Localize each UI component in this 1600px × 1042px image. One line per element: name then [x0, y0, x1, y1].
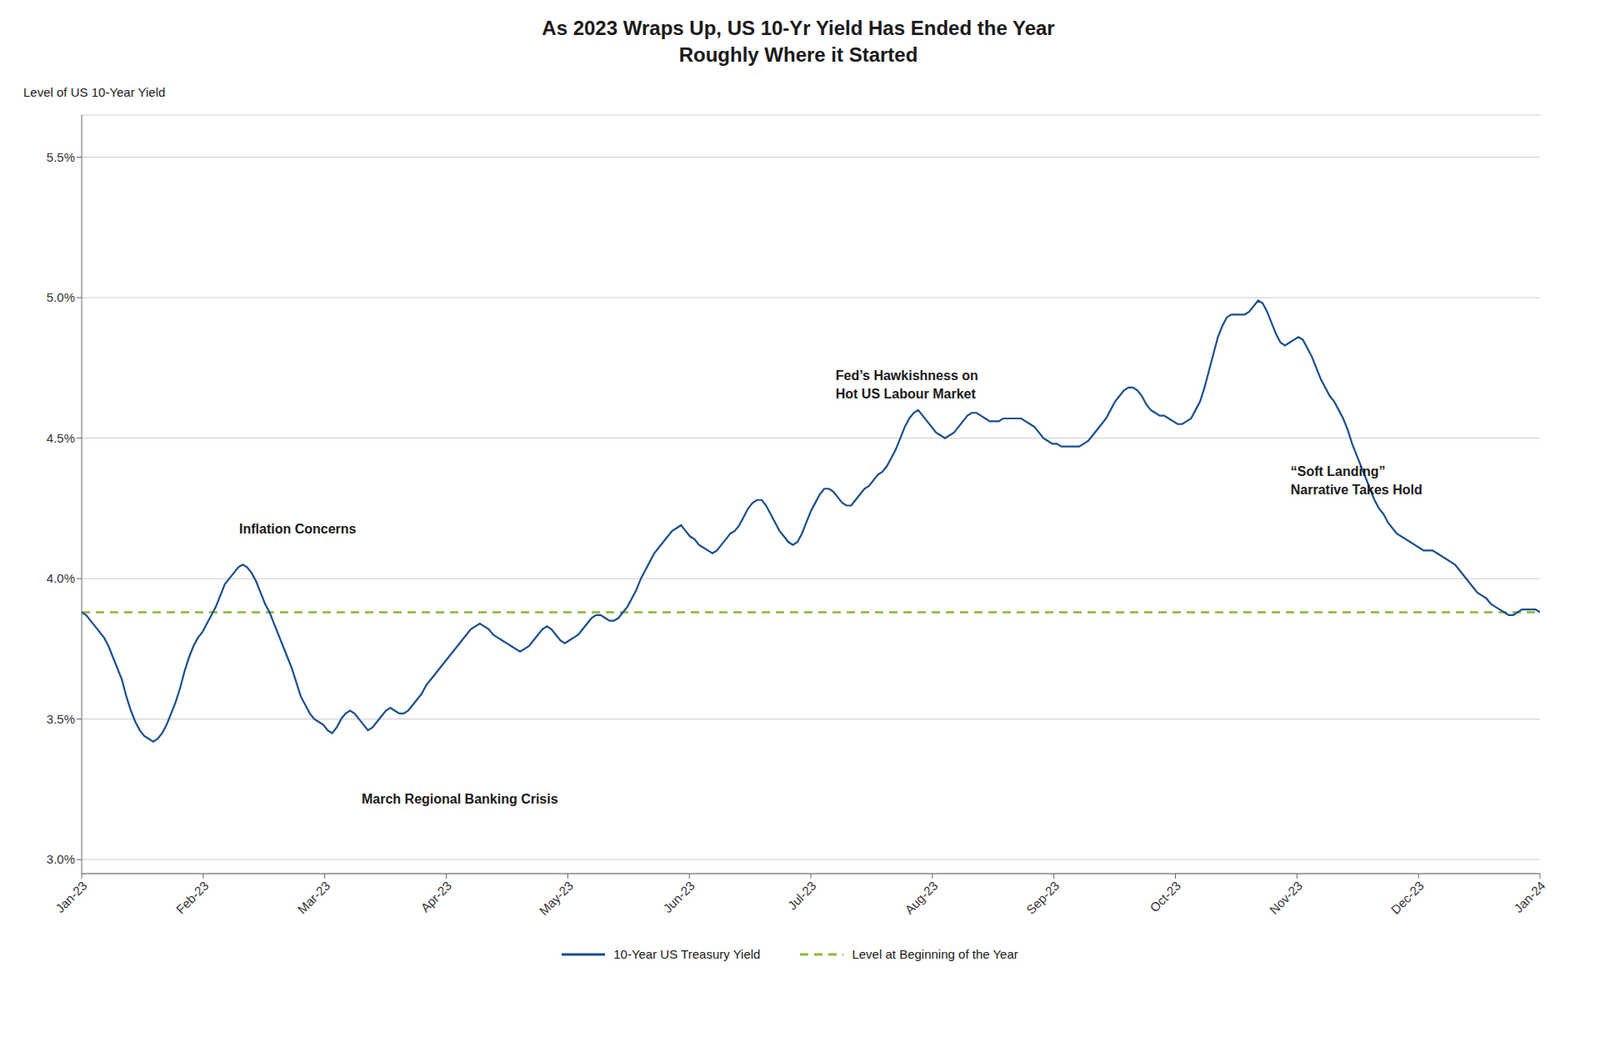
- svg-text:3.0%: 3.0%: [46, 851, 75, 866]
- svg-text:Dec-23: Dec-23: [1388, 878, 1427, 917]
- svg-text:Jan-24: Jan-24: [1510, 878, 1548, 915]
- svg-text:Sep-23: Sep-23: [1023, 878, 1062, 917]
- svg-text:May-23: May-23: [536, 878, 576, 918]
- html-text:Level of US 10-Year Yield: Level of US 10-Year Yield: [23, 85, 166, 100]
- svg-text:Jan-23: Jan-23: [52, 878, 90, 915]
- svg-text:Apr-23: Apr-23: [417, 878, 455, 915]
- svg-text:Oct-23: Oct-23: [1146, 878, 1184, 915]
- html-text:March Regional Banking Crisis: March Regional Banking Crisis: [361, 791, 558, 807]
- svg-text:Nov-23: Nov-23: [1266, 878, 1305, 917]
- html-text:Narrative Takes Hold: Narrative Takes Hold: [1290, 482, 1423, 497]
- svg-text:Jul-23: Jul-23: [785, 878, 820, 913]
- svg-text:4.0%: 4.0%: [46, 570, 75, 585]
- svg-text:Feb-23: Feb-23: [173, 878, 212, 917]
- svg-text:3.5%: 3.5%: [46, 711, 75, 726]
- html-text:Level at Beginning of the Year: Level at Beginning of the Year: [852, 946, 1019, 961]
- html-text:Roughly Where it Started: Roughly Where it Started: [678, 43, 918, 66]
- html-text:10-Year US Treasury Yield: 10-Year US Treasury Yield: [613, 946, 761, 961]
- html-text:“Soft Landing”: “Soft Landing”: [1290, 463, 1386, 478]
- svg-text:5.0%: 5.0%: [46, 290, 75, 305]
- svg-text:Jun-23: Jun-23: [660, 878, 697, 915]
- svg-text:Mar-23: Mar-23: [295, 878, 334, 917]
- html-text:Hot US Labour Market: Hot US Labour Market: [835, 386, 976, 402]
- html-text:Fed’s Hawkishness on: Fed’s Hawkishness on: [835, 368, 979, 383]
- html-text:Inflation Concerns: Inflation Concerns: [239, 521, 357, 537]
- svg-text:Aug-23: Aug-23: [901, 878, 940, 917]
- html-text:As 2023 Wraps Up, US 10-Yr Yie: As 2023 Wraps Up, US 10-Yr Yield Has End…: [541, 16, 1055, 40]
- svg-text:5.5%: 5.5%: [46, 150, 75, 165]
- svg-text:4.5%: 4.5%: [46, 430, 75, 445]
